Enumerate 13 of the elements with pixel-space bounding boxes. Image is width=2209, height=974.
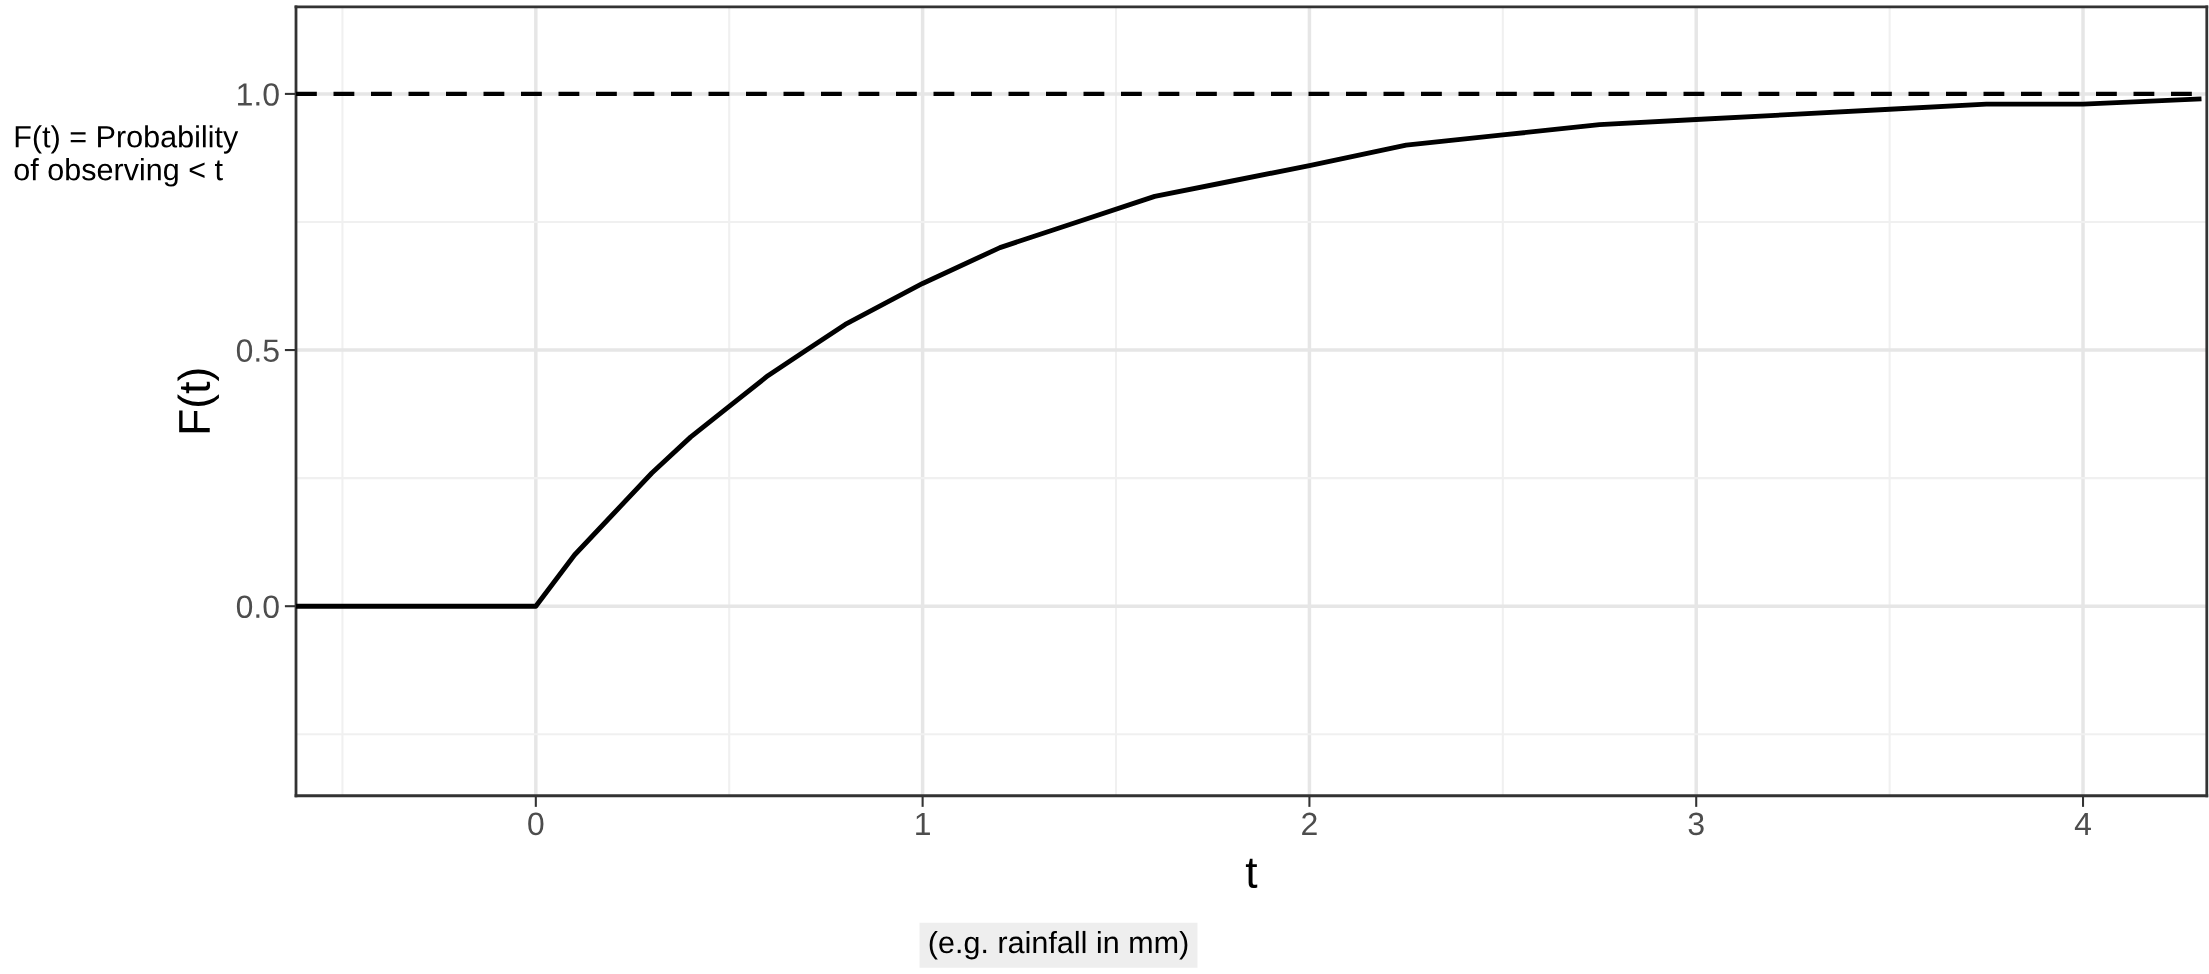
y-tick-label: 0.0	[236, 595, 279, 619]
x-tick-label: 2	[1302, 812, 1317, 835]
line-series	[296, 96, 2202, 609]
y-tick-label: 0.5	[236, 339, 279, 362]
x-axis-title: t	[1245, 858, 1258, 888]
text: (e.g. rainfall in mm)	[929, 930, 1188, 960]
x-tick-label: 3	[1688, 812, 1704, 836]
y-tick-label: 1.0	[238, 83, 279, 106]
x-tick-label: 4	[2074, 812, 2091, 835]
x-tick-label: 1	[916, 812, 930, 835]
x-tick-label: 0	[528, 812, 544, 836]
text: F(t) = Probability of observing < t	[14, 125, 239, 187]
y-axis-title: F(t)	[177, 369, 219, 433]
